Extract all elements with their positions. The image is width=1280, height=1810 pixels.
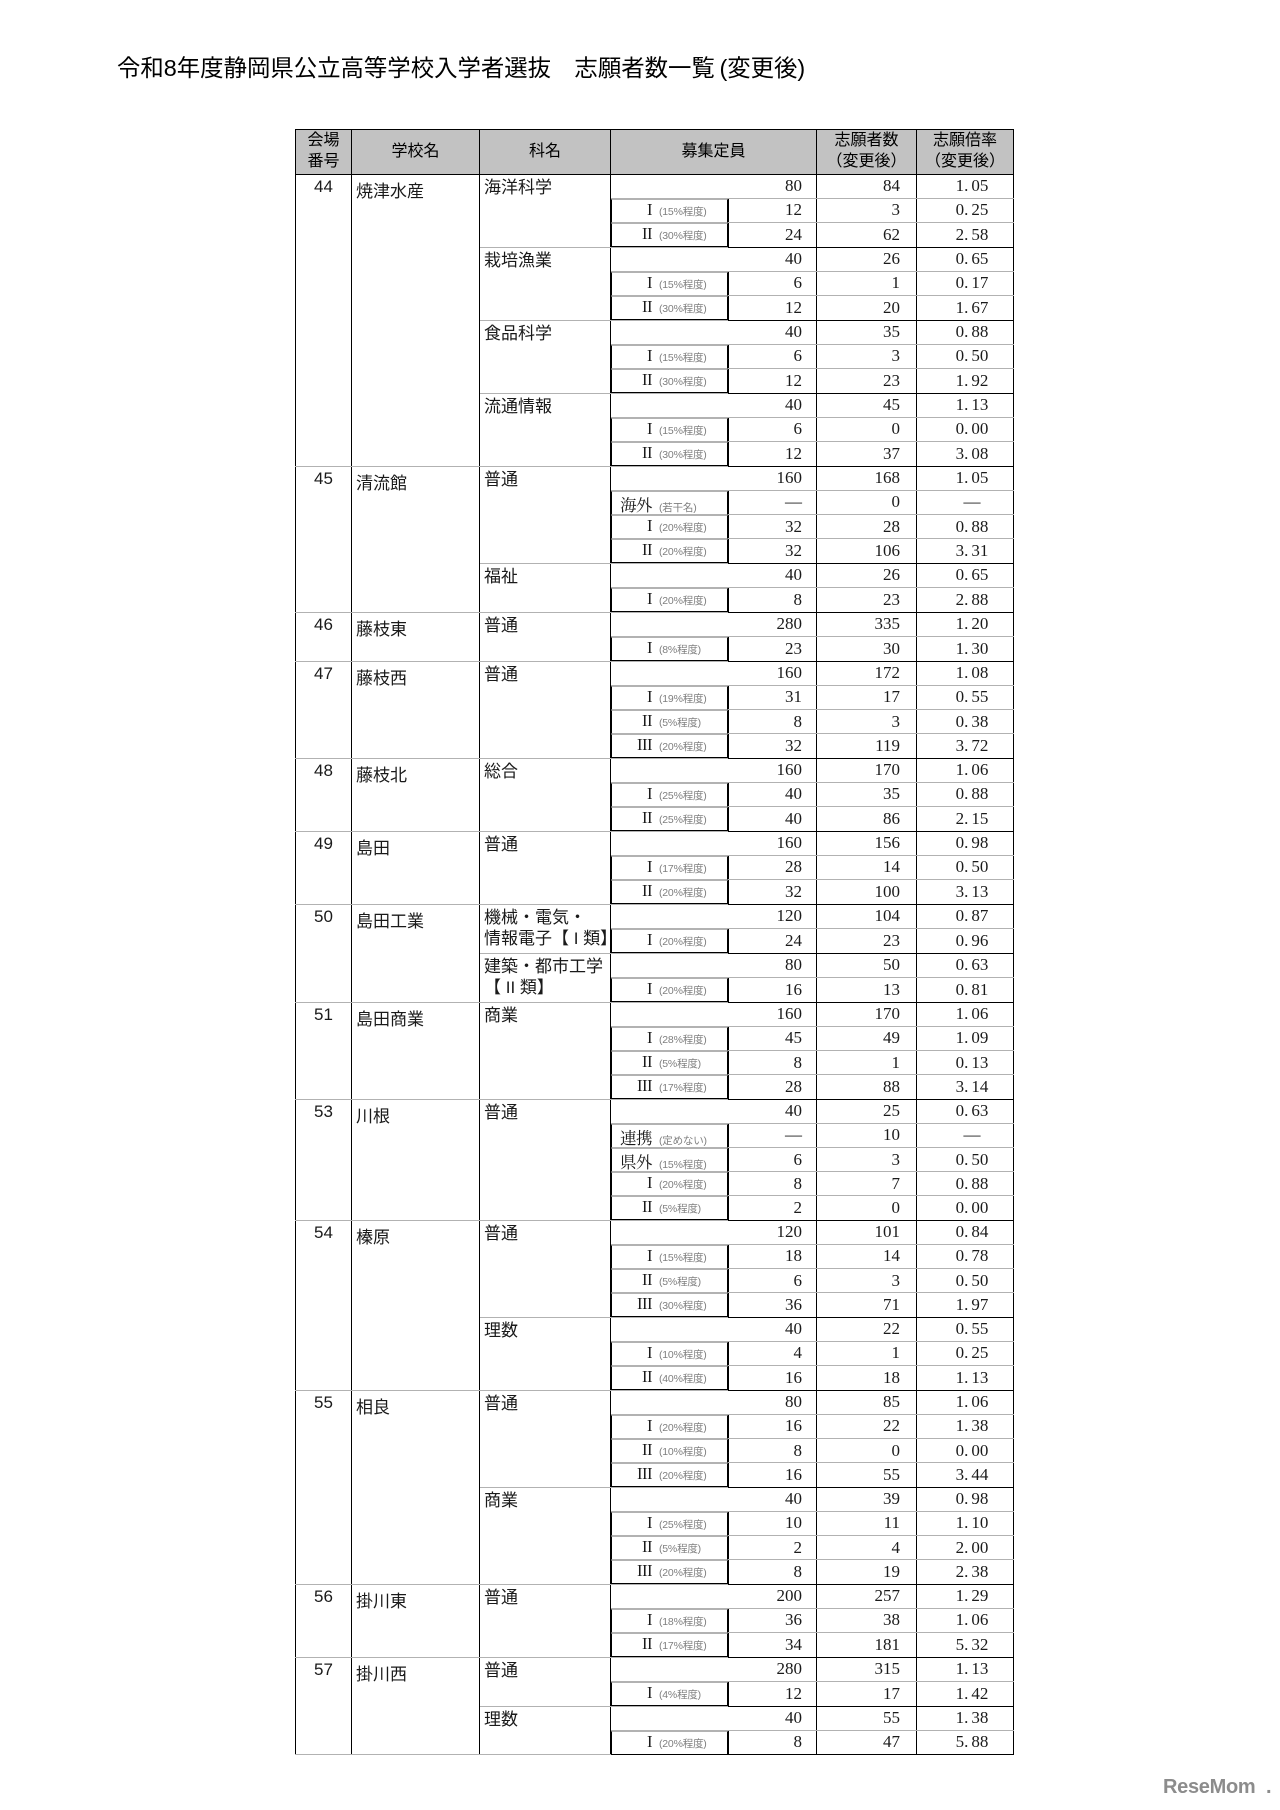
svg-text:ReseMom: ReseMom: [1163, 1776, 1255, 1798]
svg-text:.: .: [1266, 1776, 1272, 1798]
